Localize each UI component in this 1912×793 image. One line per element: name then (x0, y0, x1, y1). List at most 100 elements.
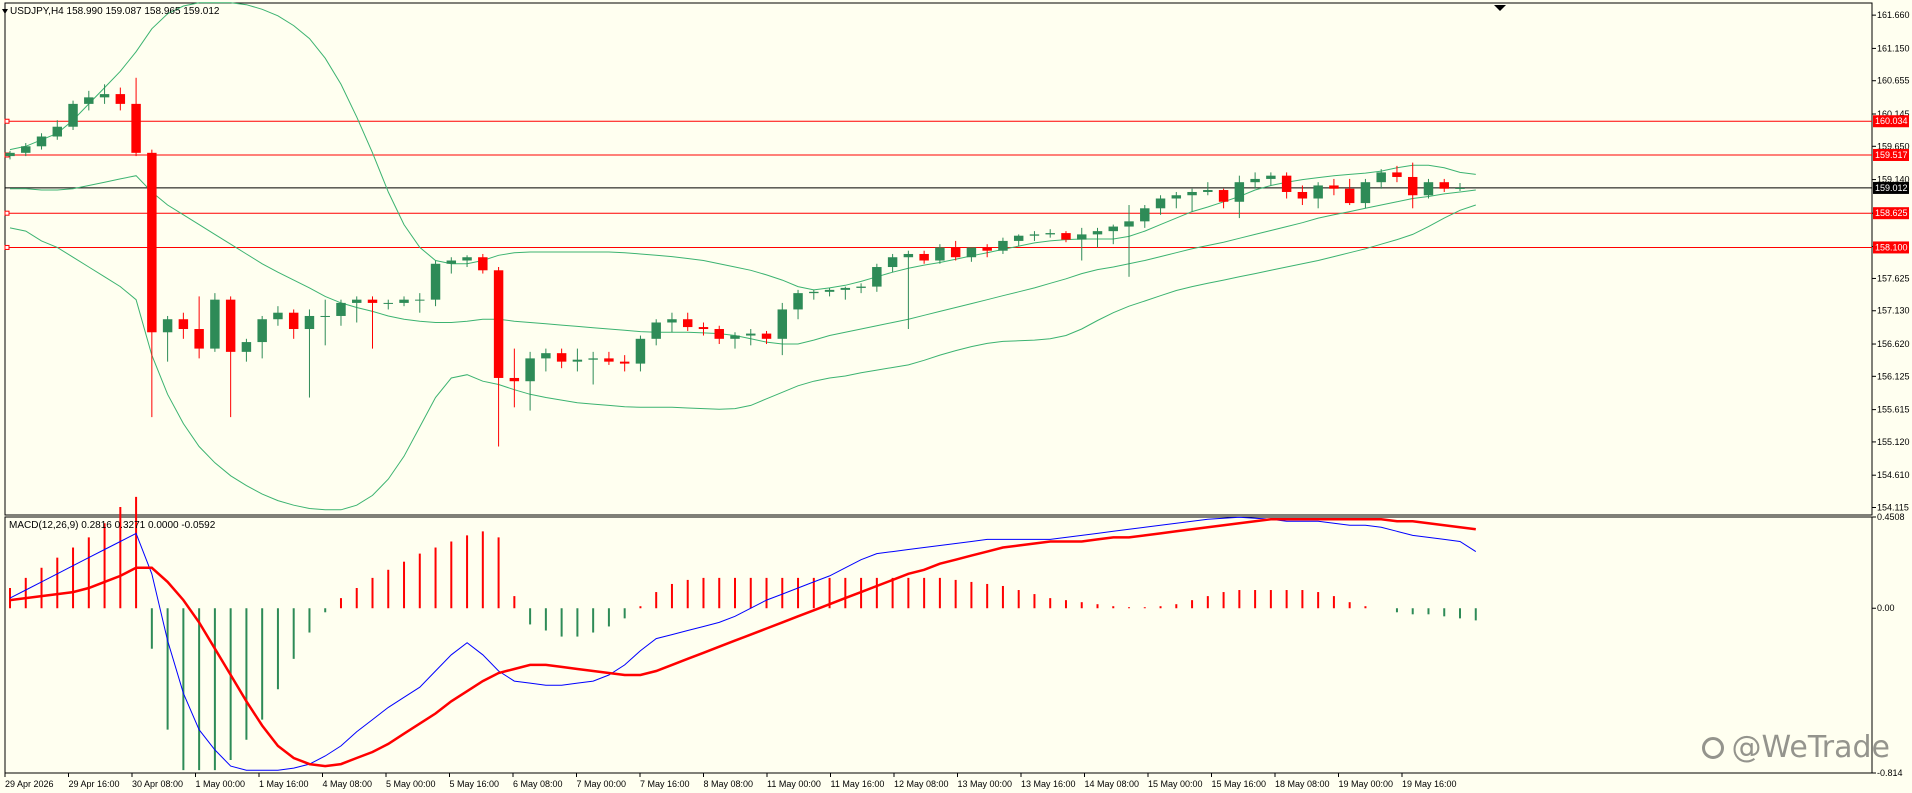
time-axis-label: 5 May 16:00 (450, 779, 500, 789)
candle-body (1061, 233, 1071, 240)
candle-body (162, 319, 173, 333)
time-axis-label: 6 May 08:00 (513, 779, 563, 789)
candle-body (68, 103, 78, 127)
shift-marker-icon (1494, 5, 1506, 11)
candle-body (950, 247, 961, 258)
level-price-box (1873, 115, 1909, 128)
candle-body (1045, 233, 1055, 235)
candle-body (730, 335, 740, 339)
candle-body (1376, 172, 1386, 183)
bollinger-upper-line (9, 2, 1476, 291)
candle-body (1092, 231, 1103, 235)
time-axis-label: 18 May 08:00 (1275, 779, 1330, 789)
current-price-box (1873, 181, 1909, 194)
candle-body (761, 333, 772, 339)
level-price-label: 160.034 (1875, 116, 1908, 126)
candle-body (588, 358, 598, 360)
level-price-box (1873, 241, 1909, 254)
candle-body (493, 270, 504, 378)
time-axis-label: 29 Apr 16:00 (69, 779, 120, 789)
candle-body (288, 312, 299, 330)
bollinger-middle-line (10, 175, 1476, 345)
price-axis-label: 156.620 (1877, 339, 1910, 349)
time-axis-label: 1 May 00:00 (196, 779, 246, 789)
candle-body (478, 257, 488, 271)
candle-body (415, 299, 425, 301)
symbol-label: USDJPY,H4 (10, 6, 64, 17)
candle-body (982, 247, 992, 251)
price-axis-label: 161.660 (1877, 10, 1910, 20)
level-price-box (1873, 148, 1909, 161)
bollinger-lower-line (9, 204, 1476, 511)
candle-body (1124, 221, 1134, 227)
candle-body (824, 289, 835, 292)
time-axis-label: 15 May 16:00 (1212, 779, 1267, 789)
candle-body (777, 309, 788, 339)
candle-body (1250, 178, 1260, 183)
ohlc-values: 158.990 159.087 158.965 159.012 (66, 6, 220, 17)
candle-body (541, 353, 551, 359)
candle-body (336, 302, 346, 316)
price-axis-label: 159.140 (1877, 175, 1910, 185)
candle-body (509, 377, 520, 382)
candle-body (1344, 188, 1355, 204)
candle-body (1187, 191, 1197, 196)
candle-body (210, 299, 220, 349)
time-axis-label: 7 May 00:00 (577, 779, 627, 789)
candle-body (99, 94, 110, 98)
candle-body (462, 257, 472, 261)
candle-body (998, 240, 1008, 251)
candle-body (840, 287, 851, 290)
candle-body (966, 247, 977, 258)
watermark-text: @WeTrade (1731, 730, 1891, 765)
level-handle (4, 210, 10, 216)
candle-body (1155, 198, 1166, 209)
candle-body (903, 253, 914, 258)
macd-signal-line (9, 517, 1476, 768)
level-price-box (1873, 207, 1909, 220)
candle-body (1171, 195, 1182, 199)
watermark-logo-icon (1701, 736, 1724, 759)
level-handle (4, 244, 10, 250)
candle-body (887, 257, 898, 268)
candle-body (1203, 190, 1213, 192)
candle-body (115, 94, 126, 104)
candle-body (225, 299, 236, 352)
candle-body (556, 353, 567, 362)
candle-body (84, 97, 94, 104)
price-axis-label: 155.120 (1877, 437, 1910, 447)
candle-body (746, 333, 756, 336)
candle-body (1455, 187, 1465, 189)
candle-body (147, 152, 157, 333)
time-axis-label: 19 May 00:00 (1339, 779, 1394, 789)
level-price-label: 158.625 (1875, 208, 1908, 218)
time-axis-label: 14 May 08:00 (1085, 779, 1140, 789)
candle-body (52, 126, 63, 137)
menu-arrow-icon[interactable] (2, 9, 8, 14)
watermark: @WeTrade (1701, 730, 1891, 765)
candle-body (367, 299, 378, 303)
candle-body (320, 315, 330, 317)
candle-body (1360, 182, 1371, 204)
price-axis-label: 161.150 (1877, 43, 1910, 53)
candle-body (809, 291, 819, 294)
price-axis-label: 159.650 (1877, 141, 1910, 151)
candle-body (399, 299, 409, 303)
candle-body (304, 315, 315, 330)
candle-body (1218, 190, 1229, 202)
candle-body (1234, 182, 1245, 202)
candle-body (667, 319, 677, 323)
candle-body (21, 146, 31, 153)
price-panel-frame (4, 2, 1873, 516)
price-axis-label: 155.615 (1877, 405, 1910, 415)
candle-body (1423, 182, 1434, 196)
price-axis-label: 154.610 (1877, 470, 1910, 480)
candle-body (36, 136, 47, 147)
candle-body (430, 263, 441, 300)
current-price-label: 159.012 (1875, 183, 1908, 193)
macd-axis-label: 0.00 (1877, 603, 1895, 613)
candle-body (872, 267, 882, 287)
candle-body (635, 338, 646, 364)
